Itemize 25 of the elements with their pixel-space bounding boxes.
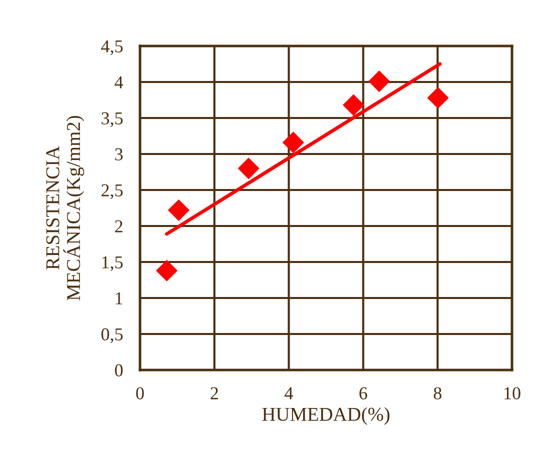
x-tick-label: 2	[210, 387, 218, 400]
point	[238, 158, 260, 180]
point	[342, 94, 364, 116]
x-tick-label: 8	[434, 387, 442, 400]
point	[368, 70, 390, 92]
y-tick-label: 2	[115, 220, 122, 232]
point	[427, 87, 449, 108]
y-axis-title: RESISTENCIA MECÁNICA(Kg/mm2)	[46, 116, 84, 300]
y-tick-label: 0,5	[101, 328, 123, 344]
x-tick-label: 0	[136, 387, 144, 400]
x-axis-title: HUMEDAD(%)	[262, 407, 390, 425]
point	[282, 132, 304, 154]
y-tick-label: 1,5	[102, 256, 123, 272]
x-tick-label: 10	[504, 387, 520, 400]
y-tick-label: 3	[115, 148, 123, 160]
x-tick-label: 4	[284, 387, 294, 400]
y-tick-label: 3,5	[102, 112, 123, 128]
x-tick-label: 6	[359, 387, 368, 400]
point	[168, 200, 190, 221]
point	[156, 260, 178, 282]
y-tick-label: 4,5	[101, 40, 123, 56]
y-tick-label: 4	[114, 76, 124, 88]
y-tick-label: 1	[116, 292, 122, 304]
y-tick-label: 2,5	[102, 184, 123, 200]
y-tick-label: 0	[114, 364, 123, 376]
